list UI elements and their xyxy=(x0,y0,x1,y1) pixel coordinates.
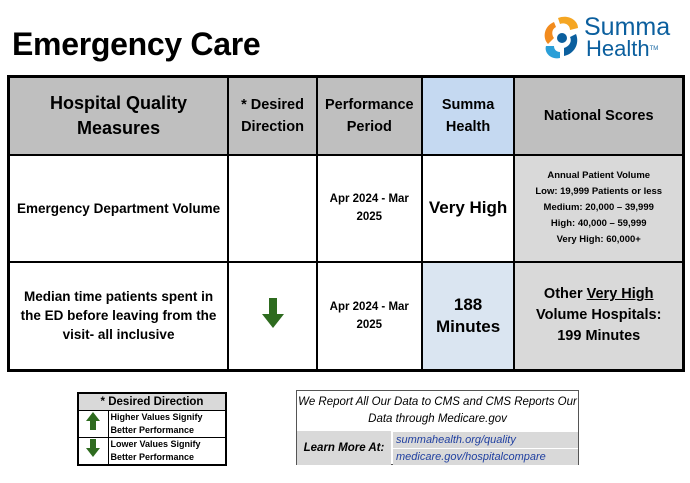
legend-down-cell xyxy=(77,436,109,465)
direction-legend: * Desired Direction Higher Values Signif… xyxy=(77,392,227,466)
quality-measures-table: Hospital Quality Measures * Desired Dire… xyxy=(7,75,685,372)
info-box: We Report All Our Data to CMS and CMS Re… xyxy=(296,390,579,465)
logo-trademark: TM xyxy=(649,46,659,52)
legend-title: * Desired Direction xyxy=(77,392,227,411)
hospital-compare-link[interactable]: medicare.gov/hospitalcompare xyxy=(393,449,578,465)
period-ed-volume: Apr 2024 - Mar 2025 xyxy=(315,153,423,263)
learn-more-label: Learn More At: xyxy=(297,431,391,465)
summa-ed-volume: Very High xyxy=(420,153,516,263)
national-prefix: Other xyxy=(543,286,587,303)
direction-cell xyxy=(227,260,318,372)
up-arrow-icon xyxy=(86,412,101,430)
national-underlined: Very High xyxy=(586,286,654,303)
national-median-time: Other Very High Volume Hospitals: 199 Mi… xyxy=(513,260,685,372)
table-row: Median time patients spent in the ED bef… xyxy=(7,260,685,372)
header-national: National Scores xyxy=(513,75,685,156)
direction-cell-empty xyxy=(227,153,318,263)
summa-unit: Minutes xyxy=(435,316,501,336)
page-title: Emergency Care xyxy=(12,26,261,62)
legend-up-cell xyxy=(77,409,109,438)
summa-logo-icon xyxy=(544,16,578,59)
down-arrow-icon xyxy=(86,439,101,457)
logo-text-line1: Summa xyxy=(584,13,671,41)
measure-median-time: Median time patients spent in the ED bef… xyxy=(7,260,230,372)
header-direction: * Desired Direction xyxy=(227,75,318,156)
down-arrow-icon xyxy=(261,298,284,329)
table-header-row: Hospital Quality Measures * Desired Dire… xyxy=(7,75,685,156)
legend-higher-text: Higher Values Signify Better Performance xyxy=(107,409,227,438)
summa-health-logo: Summa HealthTM xyxy=(540,12,680,72)
header-measure: Hospital Quality Measures xyxy=(7,75,230,156)
summa-median-time: 188 Minutes xyxy=(420,260,516,372)
period-median-time: Apr 2024 - Mar 2025 xyxy=(315,260,423,372)
national-line2: Volume Hospitals: xyxy=(536,307,662,324)
quality-link[interactable]: summahealth.org/quality xyxy=(393,432,578,448)
logo-text-line2: Health xyxy=(586,36,650,61)
measure-ed-volume: Emergency Department Volume xyxy=(7,153,230,263)
header-summa: Summa Health xyxy=(420,75,516,156)
national-line: Annual Patient Volume xyxy=(547,170,651,181)
national-ed-volume: Annual Patient Volume Low: 19,999 Patien… xyxy=(513,153,685,263)
national-line: High: 40,000 – 59,999 xyxy=(550,218,647,229)
summa-value: 188 xyxy=(453,294,483,314)
national-line: Very High: 60,000+ xyxy=(556,234,641,245)
table-row: Emergency Department Volume Apr 2024 - M… xyxy=(7,153,685,263)
header-period: Performance Period xyxy=(315,75,423,156)
legend-lower-text: Lower Values Signify Better Performance xyxy=(107,436,227,465)
national-line: Low: 19,999 Patients or less xyxy=(535,186,663,197)
national-line: Medium: 20,000 – 39,999 xyxy=(543,202,654,213)
info-text: We Report All Our Data to CMS and CMS Re… xyxy=(298,396,577,425)
national-line3: 199 Minutes xyxy=(557,328,641,345)
